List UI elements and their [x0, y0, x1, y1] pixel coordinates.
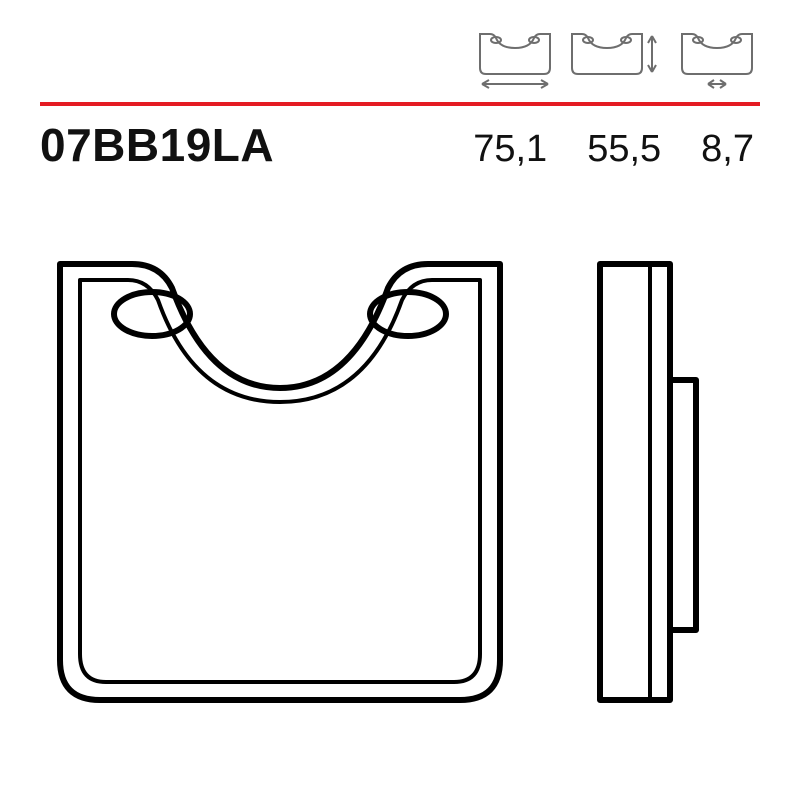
dimension-values: 75,1 55,5 8,7: [473, 128, 760, 171]
technical-drawing: [40, 230, 760, 750]
pad-thick-icon: [682, 34, 752, 88]
part-number: 07BB19LA: [40, 118, 274, 172]
side-view: [600, 264, 696, 700]
dim-width: 75,1: [473, 128, 547, 171]
red-divider: [40, 102, 760, 106]
dimension-icons-row: [0, 28, 800, 94]
dimension-icons-svg: [470, 28, 760, 94]
dim-height: 55,5: [587, 128, 661, 171]
pad-width-icon: [480, 34, 550, 88]
front-view: [60, 264, 500, 700]
labels-row: 07BB19LA 75,1 55,5 8,7: [40, 118, 760, 172]
pad-height-icon: [572, 34, 656, 74]
spec-sheet: 07BB19LA 75,1 55,5 8,7: [0, 0, 800, 800]
dim-thickness: 8,7: [701, 128, 754, 171]
